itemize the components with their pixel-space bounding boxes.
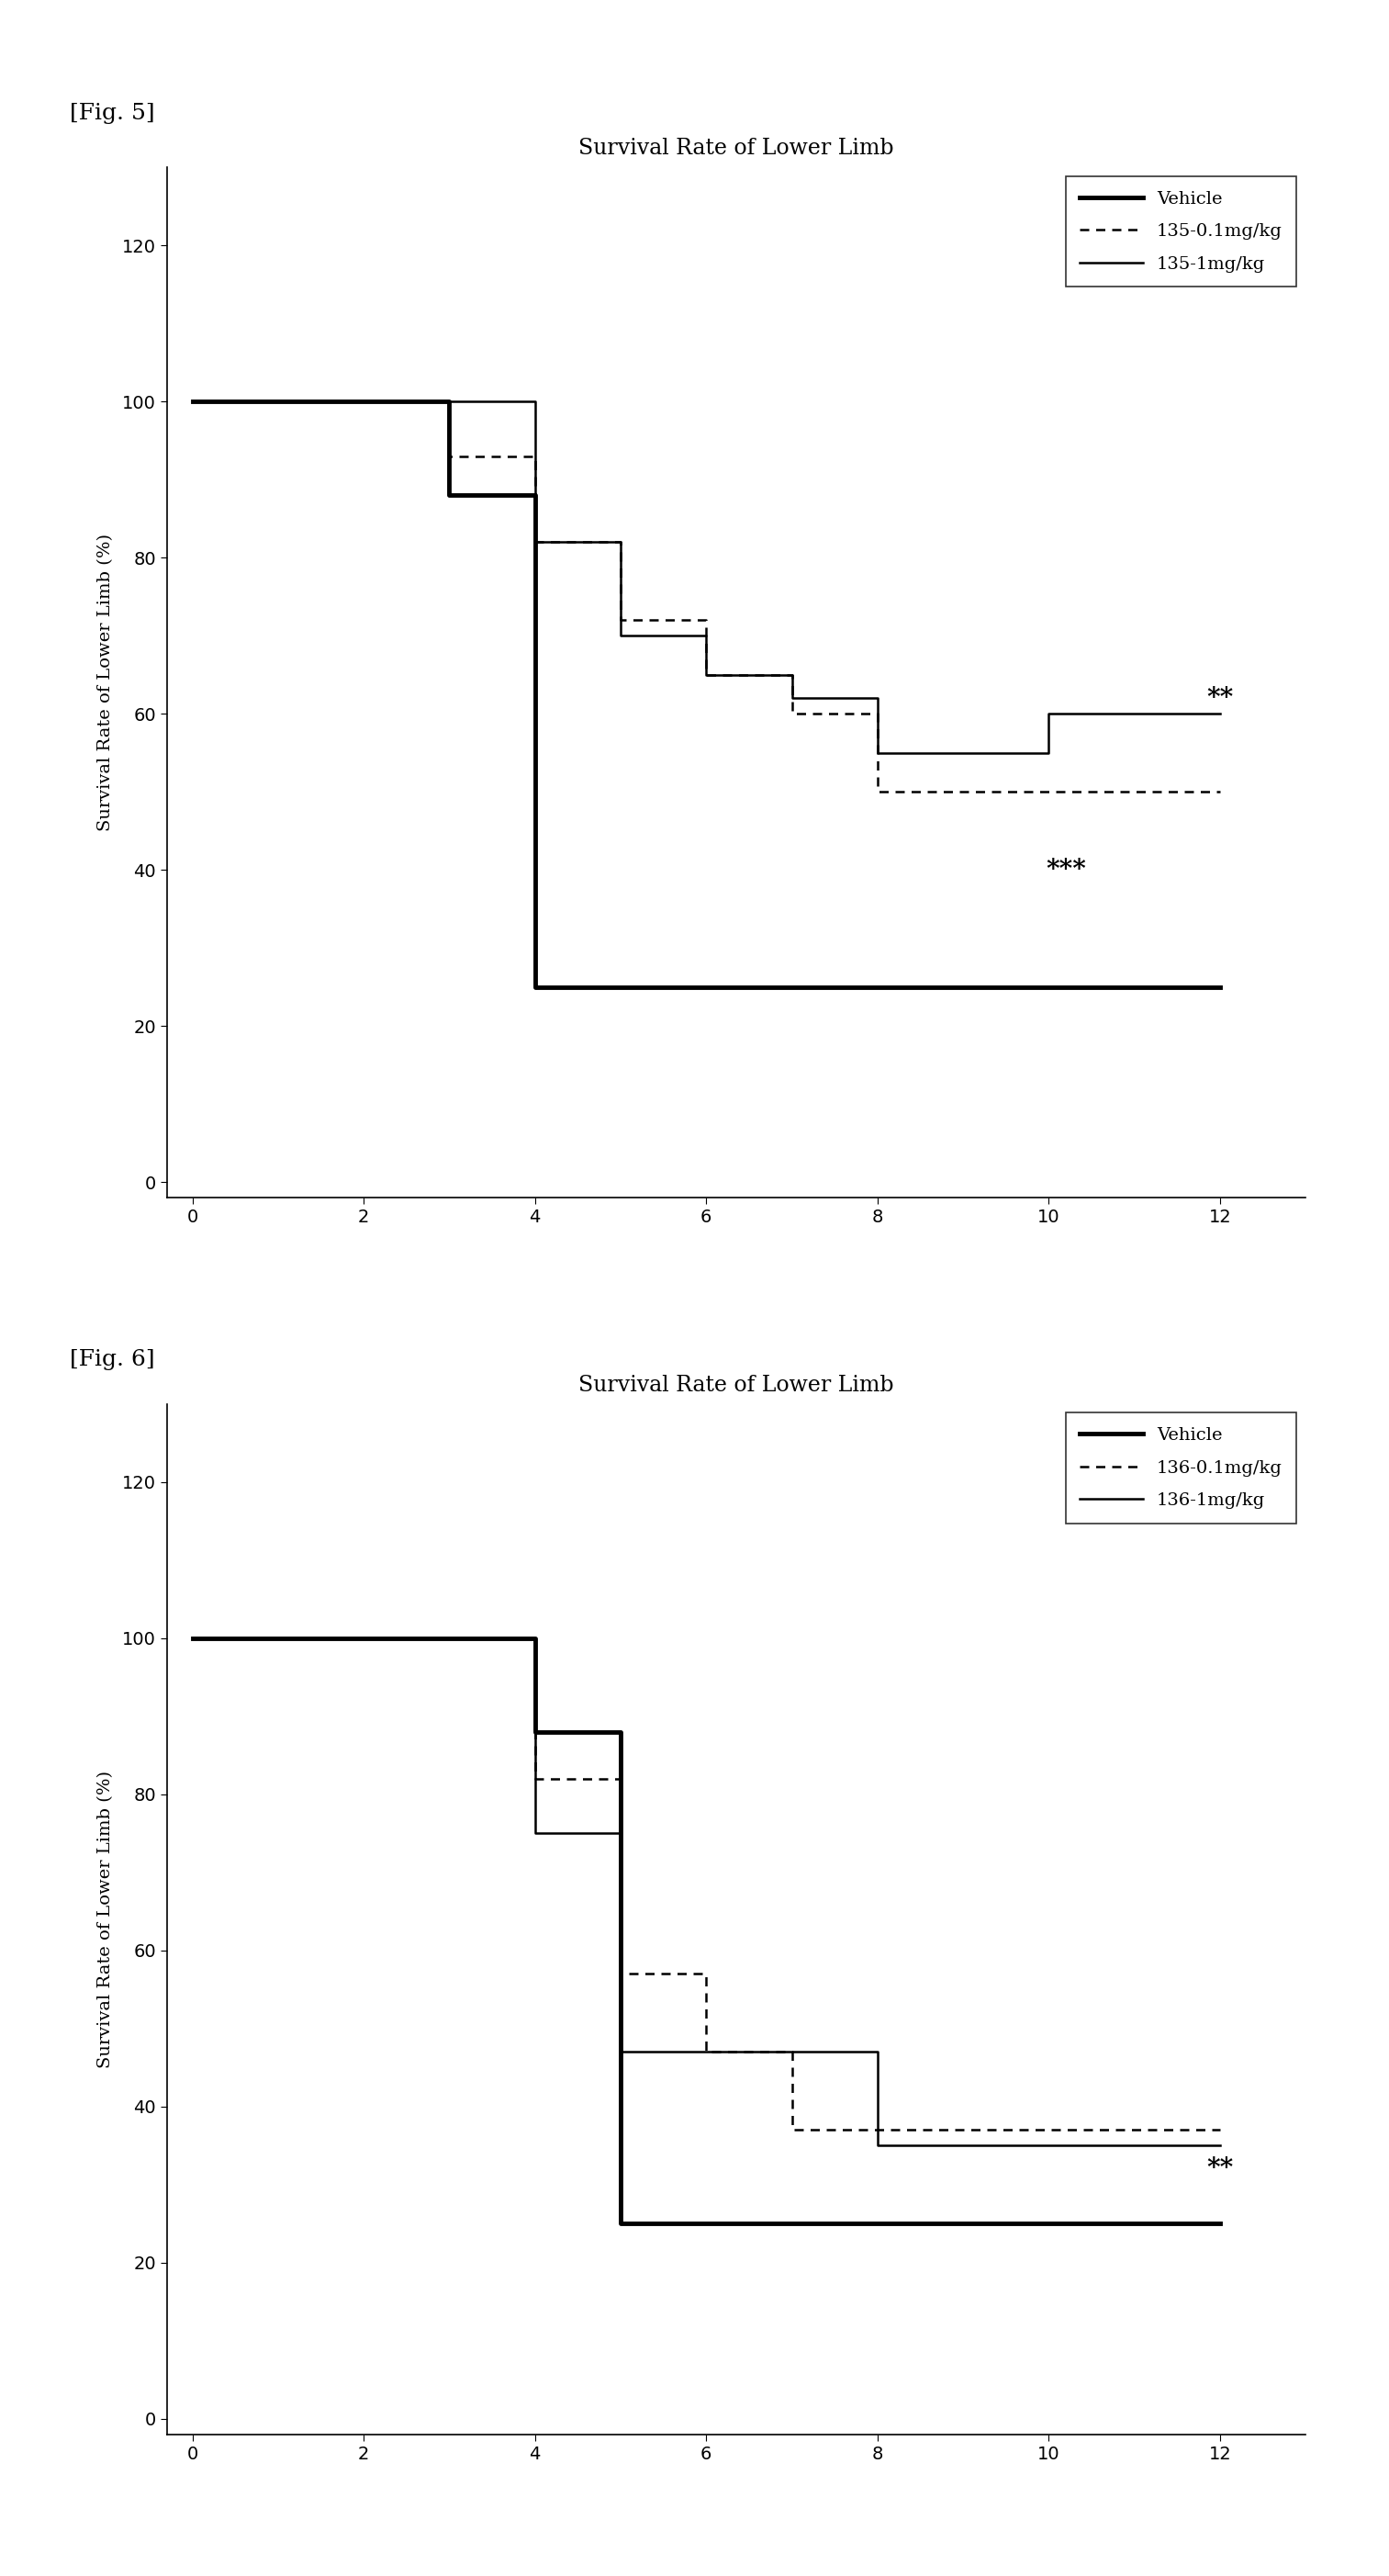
- Y-axis label: Survival Rate of Lower Limb (%): Survival Rate of Lower Limb (%): [97, 533, 114, 832]
- Title: Survival Rate of Lower Limb: Survival Rate of Lower Limb: [578, 1376, 895, 1396]
- Text: [Fig. 5]: [Fig. 5]: [69, 103, 154, 124]
- Title: Survival Rate of Lower Limb: Survival Rate of Lower Limb: [578, 139, 895, 160]
- Legend: Vehicle, 136-0.1mg/kg, 136-1mg/kg: Vehicle, 136-0.1mg/kg, 136-1mg/kg: [1065, 1412, 1297, 1522]
- Legend: Vehicle, 135-0.1mg/kg, 135-1mg/kg: Vehicle, 135-0.1mg/kg, 135-1mg/kg: [1065, 175, 1297, 286]
- Text: **: **: [1207, 2156, 1233, 2182]
- Y-axis label: Survival Rate of Lower Limb (%): Survival Rate of Lower Limb (%): [97, 1770, 114, 2069]
- Text: **: **: [1207, 685, 1233, 711]
- Text: ***: ***: [1046, 858, 1086, 884]
- Text: [Fig. 6]: [Fig. 6]: [69, 1350, 154, 1370]
